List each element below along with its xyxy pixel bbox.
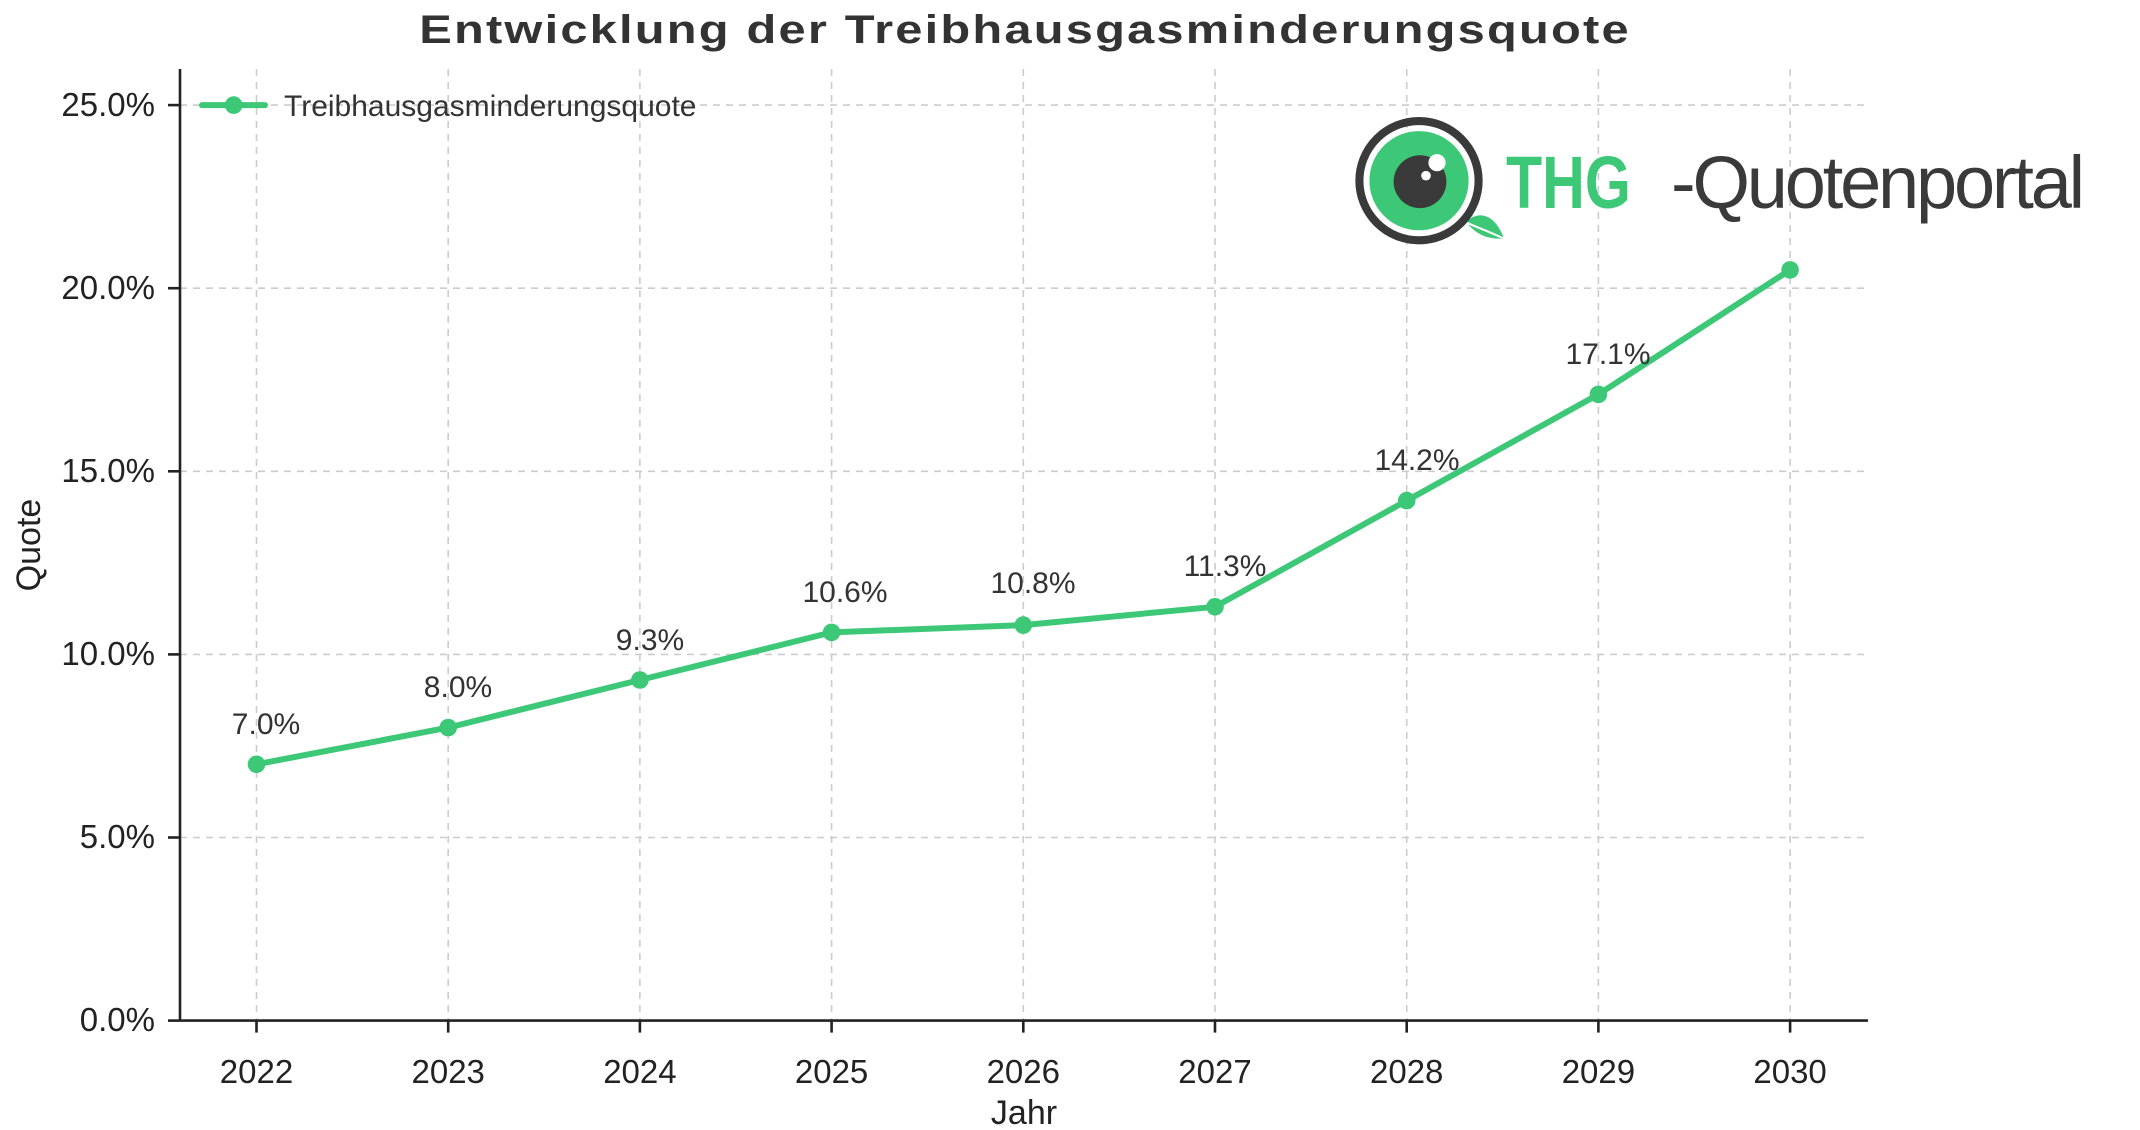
svg-text:2030: 2030: [1753, 1053, 1826, 1090]
svg-text:2026: 2026: [987, 1053, 1060, 1090]
svg-text:Jahr: Jahr: [991, 1094, 1057, 1130]
svg-text:9.3%: 9.3%: [616, 624, 684, 657]
svg-text:14.2%: 14.2%: [1374, 444, 1459, 477]
svg-text:2024: 2024: [603, 1053, 676, 1090]
svg-text:THG: THG: [1506, 142, 1631, 225]
svg-text:Quote: Quote: [10, 499, 48, 592]
svg-text:10.8%: 10.8%: [990, 567, 1075, 600]
svg-text:2027: 2027: [1178, 1053, 1251, 1090]
svg-text:10.0%: 10.0%: [61, 635, 155, 672]
svg-text:-Quotenportal: -Quotenportal: [1671, 141, 2082, 224]
svg-text:17.1%: 17.1%: [1565, 338, 1650, 371]
svg-text:5.0%: 5.0%: [80, 818, 155, 855]
svg-text:2022: 2022: [220, 1053, 293, 1090]
svg-text:Treibhausgasminderungsquote: Treibhausgasminderungsquote: [284, 90, 697, 123]
svg-text:8.0%: 8.0%: [424, 671, 492, 704]
svg-text:15.0%: 15.0%: [61, 452, 155, 489]
svg-text:11.3%: 11.3%: [1184, 550, 1267, 583]
svg-text:25.0%: 25.0%: [61, 86, 155, 123]
svg-text:10.6%: 10.6%: [802, 576, 887, 609]
svg-text:7.0%: 7.0%: [232, 708, 300, 741]
svg-text:2028: 2028: [1370, 1053, 1443, 1090]
svg-text:0.0%: 0.0%: [80, 1001, 155, 1038]
svg-text:20.0%: 20.0%: [61, 269, 155, 306]
svg-text:2025: 2025: [795, 1053, 868, 1090]
svg-text:2023: 2023: [411, 1053, 484, 1090]
svg-text:2029: 2029: [1562, 1053, 1635, 1090]
